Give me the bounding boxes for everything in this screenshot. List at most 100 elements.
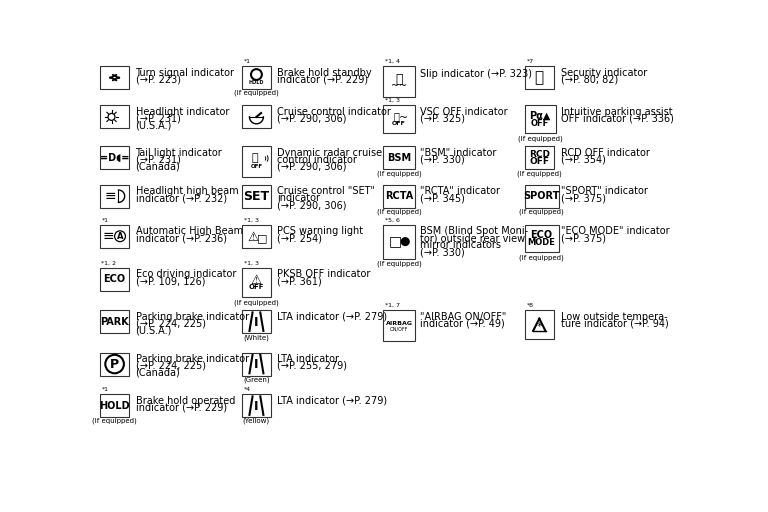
Text: ture indicator (→P. 94): ture indicator (→P. 94) [561, 318, 669, 329]
Text: (Canada): (Canada) [135, 162, 180, 172]
Text: OFF: OFF [392, 120, 406, 125]
Text: (→P. 290, 306): (→P. 290, 306) [277, 114, 347, 124]
Text: Brake hold operated: Brake hold operated [135, 396, 235, 406]
Text: (→P. 330): (→P. 330) [420, 155, 465, 165]
Text: ≡: ≡ [104, 189, 116, 203]
Text: (→P. 224, 225): (→P. 224, 225) [135, 361, 206, 371]
Text: VSC OFF indicator: VSC OFF indicator [420, 107, 508, 117]
Text: OFF: OFF [250, 164, 263, 168]
Text: Parking brake indicator: Parking brake indicator [135, 312, 249, 322]
Text: BSM (Blind Spot Moni-: BSM (Blind Spot Moni- [420, 226, 528, 236]
Text: ECO: ECO [104, 274, 126, 284]
Text: indicator (→P. 49): indicator (→P. 49) [420, 318, 505, 329]
Text: *7: *7 [527, 59, 534, 64]
Bar [242, 352, 271, 376]
Text: ⚠: ⚠ [251, 273, 262, 287]
Text: =D◖=: =D◖= [100, 153, 129, 163]
Text: *1: *1 [244, 59, 251, 64]
Bar [242, 66, 271, 89]
Text: control indicator: control indicator [277, 155, 357, 165]
Bar [525, 146, 554, 169]
Bar [382, 225, 415, 259]
Text: (→P. 80, 82): (→P. 80, 82) [561, 75, 618, 84]
Text: (→P. 254): (→P. 254) [277, 233, 323, 243]
Bar [242, 225, 271, 248]
Bar [100, 352, 129, 376]
Text: LTA indicator (→P. 279): LTA indicator (→P. 279) [277, 396, 388, 406]
Text: I: I [254, 400, 259, 413]
Text: Tail light indicator: Tail light indicator [135, 147, 222, 158]
Bar [382, 105, 415, 133]
Text: Slip indicator (→P. 323): Slip indicator (→P. 323) [420, 69, 532, 79]
Text: (→P. 109, 126): (→P. 109, 126) [135, 276, 205, 286]
Text: RCTA: RCTA [385, 191, 413, 201]
Text: indicator (→P. 229): indicator (→P. 229) [135, 402, 227, 413]
Text: SPORT: SPORT [524, 191, 560, 201]
Text: "BSM" indicator: "BSM" indicator [420, 147, 496, 158]
Text: ~: ~ [391, 81, 399, 91]
Text: indicator: indicator [277, 193, 320, 203]
Text: (→P. 375): (→P. 375) [561, 233, 606, 243]
Bar [525, 310, 554, 339]
Text: Eco driving indicator: Eco driving indicator [135, 269, 236, 280]
Bar [100, 268, 129, 291]
Text: RCD: RCD [529, 150, 550, 159]
Text: ~: ~ [399, 114, 409, 123]
Text: Headlight indicator: Headlight indicator [135, 107, 229, 117]
Text: (If equipped): (If equipped) [234, 300, 279, 306]
Text: "ECO MODE" indicator: "ECO MODE" indicator [561, 226, 670, 236]
Bar [242, 394, 271, 417]
Text: (→P. 345): (→P. 345) [420, 193, 465, 203]
Text: Pα▲: Pα▲ [529, 111, 551, 121]
Text: AIRBAG: AIRBAG [386, 321, 412, 326]
Bar [382, 66, 415, 97]
Text: □: □ [257, 233, 267, 243]
Text: *1, 7: *1, 7 [385, 303, 400, 308]
Text: indicator (→P. 236): indicator (→P. 236) [135, 233, 227, 243]
Text: *1, 3: *1, 3 [244, 218, 259, 223]
Text: *1: *1 [101, 218, 108, 223]
Text: OFF: OFF [249, 284, 264, 290]
Text: Cruise control indicator: Cruise control indicator [277, 107, 391, 117]
Bar [100, 225, 129, 248]
Text: (→P. 354): (→P. 354) [561, 155, 606, 165]
Text: 🔒: 🔒 [535, 70, 544, 85]
Text: *1, 2: *1, 2 [101, 261, 117, 266]
Text: (→P. 325): (→P. 325) [420, 114, 465, 124]
Text: PARK: PARK [101, 317, 129, 327]
Text: Intuitive parking assist: Intuitive parking assist [561, 107, 673, 117]
Text: "SPORT" indicator: "SPORT" indicator [561, 186, 648, 196]
Text: P: P [110, 357, 119, 371]
Text: Security indicator: Security indicator [561, 68, 647, 78]
Text: BSM: BSM [387, 153, 411, 163]
Bar [100, 185, 129, 208]
Text: *1: *1 [101, 387, 108, 392]
Bar [242, 146, 271, 177]
Text: Parking brake indicator: Parking brake indicator [135, 354, 249, 364]
Text: (U.S.A.): (U.S.A.) [135, 326, 172, 335]
Text: (If equipped): (If equipped) [234, 90, 279, 96]
Text: (If equipped): (If equipped) [519, 208, 564, 215]
Text: *4: *4 [244, 387, 251, 392]
Text: Low outside tempera-: Low outside tempera- [561, 312, 667, 322]
Text: Headlight high beam: Headlight high beam [135, 186, 238, 196]
Bar [242, 185, 271, 208]
Text: Cruise control "SET": Cruise control "SET" [277, 186, 376, 196]
Text: (→P. 330): (→P. 330) [420, 247, 465, 257]
Text: LTA indicator: LTA indicator [277, 354, 339, 364]
Text: (→P. 361): (→P. 361) [277, 276, 322, 286]
Bar [382, 310, 415, 341]
Text: ≡: ≡ [103, 229, 114, 243]
Text: (If equipped): (If equipped) [517, 170, 561, 177]
Text: MODE: MODE [528, 238, 555, 247]
Bar [242, 268, 271, 297]
Text: A: A [117, 232, 124, 241]
Bar [100, 310, 129, 333]
Text: Automatic High Beam: Automatic High Beam [135, 226, 243, 236]
Text: PCS warning light: PCS warning light [277, 226, 363, 236]
Text: LTA indicator (→P. 279): LTA indicator (→P. 279) [277, 312, 388, 322]
Bar [382, 146, 415, 169]
Text: (→P. 231): (→P. 231) [135, 114, 180, 124]
Text: (If equipped): (If equipped) [376, 261, 422, 267]
Text: (Canada): (Canada) [135, 368, 180, 378]
